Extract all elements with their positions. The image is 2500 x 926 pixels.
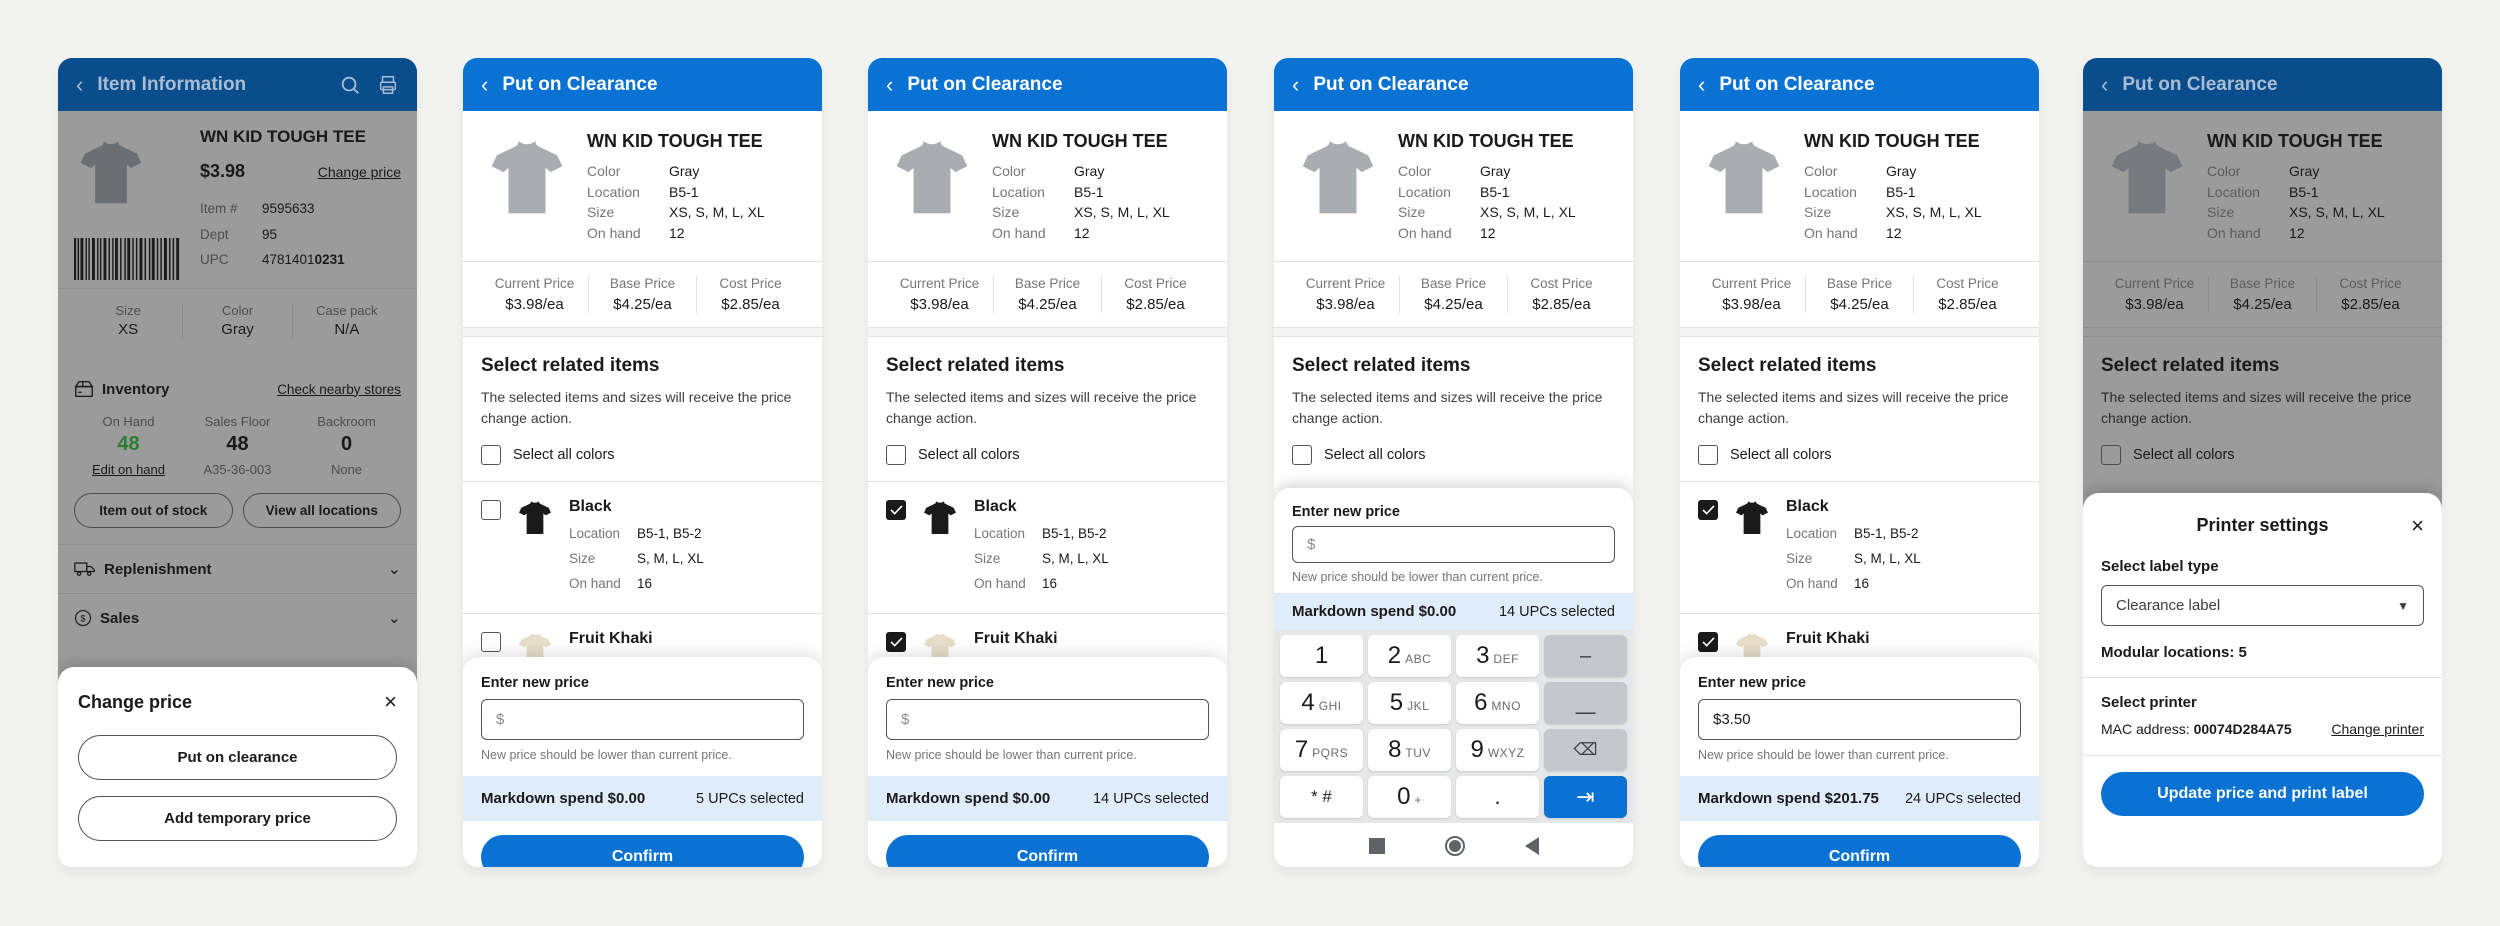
svg-text:$: $ [80, 613, 85, 623]
